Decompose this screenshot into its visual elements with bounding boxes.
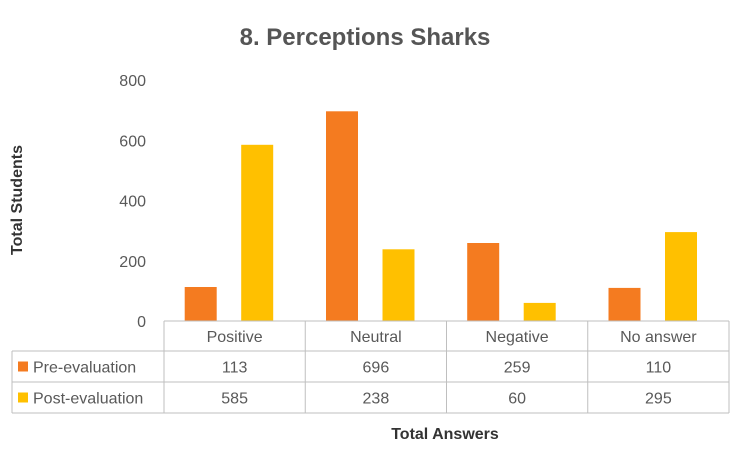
table-value: 696 <box>363 360 390 377</box>
legend-label: Pre-evaluation <box>33 360 136 377</box>
bar-pre-evaluation-neutral <box>326 111 358 321</box>
category-label: Negative <box>486 329 549 346</box>
y-axis-label: Total Students <box>9 145 26 255</box>
table-value: 113 <box>222 360 248 377</box>
category-label: No answer <box>620 329 697 346</box>
table-value: 295 <box>645 391 672 408</box>
chart-title: 8. Perceptions Sharks <box>240 24 491 51</box>
legend-label: Post-evaluation <box>33 391 143 408</box>
legend-key-post <box>18 392 28 403</box>
table-value: 238 <box>363 391 390 408</box>
table-value: 60 <box>508 391 526 408</box>
bar-post-evaluation-neutral <box>382 249 415 321</box>
x-axis-label: Total Answers <box>391 426 499 443</box>
data-table: Positive Neutral Negative No answer Pre-eval… <box>11 320 730 414</box>
bar-post-evaluation-positive <box>241 144 274 321</box>
table-value: 110 <box>646 360 672 377</box>
table-value: 585 <box>221 391 248 408</box>
y-tick-label: 800 <box>119 73 146 90</box>
y-tick-label: 0 <box>137 314 146 331</box>
bar-post-evaluation-no-answer <box>665 232 697 321</box>
category-label: Neutral <box>350 329 402 346</box>
bar-pre-evaluation-no-answer <box>608 287 641 321</box>
y-tick-label: 600 <box>119 133 146 150</box>
bars-group <box>184 111 697 321</box>
bar-post-evaluation-negative <box>523 302 556 321</box>
bar-pre-evaluation-positive <box>184 287 217 321</box>
legend-key-pre <box>18 361 28 372</box>
category-label: Positive <box>207 329 263 346</box>
y-tick-label: 400 <box>119 194 146 211</box>
y-tick-label: 200 <box>119 254 146 271</box>
y-axis-ticks: 0 200 400 600 800 <box>119 73 146 331</box>
bar-pre-evaluation-negative <box>467 243 500 321</box>
table-value: 259 <box>504 360 531 377</box>
